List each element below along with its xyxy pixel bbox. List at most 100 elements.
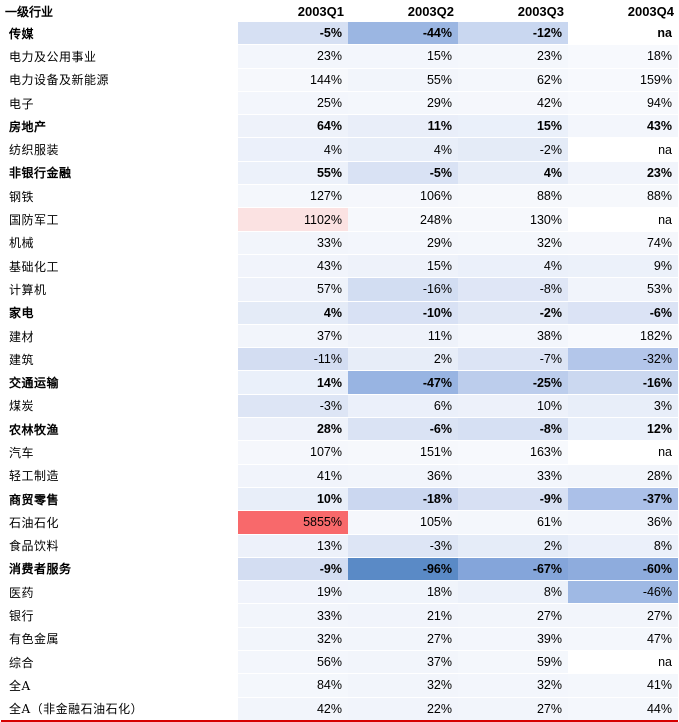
value-cell-q1: 57% — [238, 277, 348, 302]
header-col-q3: 2003Q3 — [517, 3, 564, 19]
value-cell-q3: 27% — [458, 697, 568, 722]
value-cell-q1: 23% — [238, 44, 348, 69]
value-cell-q2: 4% — [348, 137, 458, 162]
table-body: 传媒 -5% -44% -12% na 电力及公用事业 23% 15% 23% 18% 电力设备及新… — [1, 22, 678, 722]
industry-name-cell: 房地产 — [1, 114, 238, 139]
table-row: 食品饮料 13% -3% 2% 8% — [1, 534, 678, 558]
value-cell-q3: 61% — [458, 510, 568, 535]
value-cell-q2: 37% — [348, 650, 458, 675]
value-cell-q2: 15% — [348, 254, 458, 279]
industry-name-cell: 建材 — [1, 324, 238, 349]
industry-name-cell: 电力及公用事业 — [1, 44, 238, 69]
value-cell-q1: 14% — [238, 370, 348, 395]
value-cell-q1: -3% — [238, 394, 348, 419]
industry-name-cell: 机械 — [1, 231, 238, 255]
value-cell-q2: 29% — [348, 91, 458, 116]
value-cell-q3: 2% — [458, 534, 568, 558]
header-col-q1: 2003Q1 — [297, 3, 344, 19]
value-cell-q1: 1102% — [238, 207, 348, 232]
value-cell-q4: na — [568, 22, 678, 46]
industry-name-cell: 医药 — [1, 580, 238, 605]
value-cell-q2: -47% — [348, 370, 458, 395]
value-cell-q4: 182% — [568, 324, 678, 349]
value-cell-q1: 55% — [238, 161, 348, 186]
value-cell-q1: 4% — [238, 301, 348, 325]
value-cell-q1: 84% — [238, 673, 348, 698]
value-cell-q2: -44% — [348, 22, 458, 46]
value-cell-q1: -11% — [238, 347, 348, 372]
table-row: 电子 25% 29% 42% 94% — [1, 91, 678, 116]
value-cell-q3: 88% — [458, 184, 568, 209]
value-cell-q1: 25% — [238, 91, 348, 116]
value-cell-q1: 10% — [238, 487, 348, 512]
value-cell-q3: 8% — [458, 580, 568, 605]
value-cell-q2: -6% — [348, 417, 458, 442]
value-cell-q1: 41% — [238, 464, 348, 488]
value-cell-q1: 144% — [238, 68, 348, 92]
value-cell-q4: -6% — [568, 301, 678, 325]
industry-name-cell: 钢铁 — [1, 184, 238, 209]
table-row: 交通运输 14% -47% -25% -16% — [1, 370, 678, 395]
value-cell-q1: -5% — [238, 22, 348, 46]
value-cell-q4: 41% — [568, 673, 678, 698]
value-cell-q1: 33% — [238, 231, 348, 255]
value-cell-q2: 22% — [348, 697, 458, 722]
value-cell-q4: 53% — [568, 277, 678, 302]
value-cell-q2: 18% — [348, 580, 458, 605]
value-cell-q3: -9% — [458, 487, 568, 512]
table-header: 一级行业 2003Q1 2003Q2 2003Q3 2003Q4 — [1, 0, 678, 22]
value-cell-q2: 55% — [348, 68, 458, 92]
value-cell-q2: 105% — [348, 510, 458, 535]
value-cell-q2: -16% — [348, 277, 458, 302]
table-row: 商贸零售 10% -18% -9% -37% — [1, 487, 678, 512]
table-row: 农林牧渔 28% -6% -8% 12% — [1, 417, 678, 442]
value-cell-q3: 163% — [458, 440, 568, 465]
value-cell-q2: 106% — [348, 184, 458, 209]
value-cell-q4: 18% — [568, 44, 678, 69]
table-row: 基础化工 43% 15% 4% 9% — [1, 254, 678, 279]
industry-name-cell: 全A — [1, 673, 238, 698]
table-row: 家电 4% -10% -2% -6% — [1, 301, 678, 325]
table-row: 综合 56% 37% 59% na — [1, 650, 678, 675]
value-cell-q2: 32% — [348, 673, 458, 698]
industry-name-cell: 纺织服装 — [1, 137, 238, 162]
header-row: 一级行业 2003Q1 2003Q2 2003Q3 2003Q4 — [1, 0, 678, 22]
table-row: 传媒 -5% -44% -12% na — [1, 22, 678, 46]
value-cell-q3: -2% — [458, 301, 568, 325]
value-cell-q4: 8% — [568, 534, 678, 558]
value-cell-q4: 36% — [568, 510, 678, 535]
value-cell-q4: 9% — [568, 254, 678, 279]
table-row: 电力及公用事业 23% 15% 23% 18% — [1, 44, 678, 69]
value-cell-q2: -3% — [348, 534, 458, 558]
table-row: 非银行金融 55% -5% 4% 23% — [1, 161, 678, 186]
value-cell-q4: 12% — [568, 417, 678, 442]
table-row: 消费者服务 -9% -96% -67% -60% — [1, 557, 678, 582]
value-cell-q3: 15% — [458, 114, 568, 139]
industry-name-cell: 消费者服务 — [1, 557, 238, 582]
table-row: 全A（非金融石油石化） 42% 22% 27% 44% — [1, 697, 678, 722]
table-row: 国防军工 1102% 248% 130% na — [1, 207, 678, 232]
table-row: 机械 33% 29% 32% 74% — [1, 231, 678, 255]
value-cell-q4: 88% — [568, 184, 678, 209]
value-cell-q4: -60% — [568, 557, 678, 582]
value-cell-q2: 2% — [348, 347, 458, 372]
value-cell-q1: 56% — [238, 650, 348, 675]
value-cell-q3: 130% — [458, 207, 568, 232]
table-row: 建材 37% 11% 38% 182% — [1, 324, 678, 349]
value-cell-q4: 28% — [568, 464, 678, 488]
value-cell-q1: 42% — [238, 697, 348, 722]
table-row: 钢铁 127% 106% 88% 88% — [1, 184, 678, 209]
value-cell-q2: 11% — [348, 114, 458, 139]
table-row: 建筑 -11% 2% -7% -32% — [1, 347, 678, 372]
value-cell-q1: 127% — [238, 184, 348, 209]
value-cell-q2: 15% — [348, 44, 458, 69]
table-row: 煤炭 -3% 6% 10% 3% — [1, 394, 678, 419]
value-cell-q4: 43% — [568, 114, 678, 139]
table-row: 计算机 57% -16% -8% 53% — [1, 277, 678, 302]
value-cell-q4: na — [568, 650, 678, 675]
value-cell-q3: 39% — [458, 627, 568, 652]
table-row: 轻工制造 41% 36% 33% 28% — [1, 464, 678, 488]
value-cell-q3: -12% — [458, 22, 568, 46]
header-col-q4: 2003Q4 — [627, 3, 674, 19]
value-cell-q3: 42% — [458, 91, 568, 116]
